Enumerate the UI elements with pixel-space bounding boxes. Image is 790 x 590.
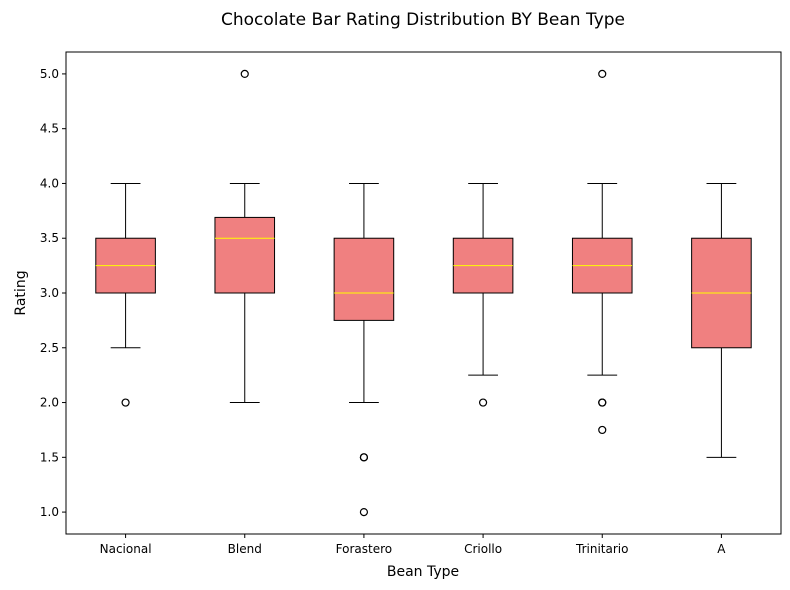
y-tick-label: 1.0 xyxy=(40,505,59,519)
box-group xyxy=(691,182,752,458)
y-tick-label: 1.5 xyxy=(40,450,59,464)
outlier-point xyxy=(478,398,488,407)
y-tick-label: 5.0 xyxy=(40,67,59,81)
box-group xyxy=(452,182,514,407)
y-tick-label: 4.5 xyxy=(40,122,59,136)
y-tick-label: 4.0 xyxy=(40,176,59,190)
x-tick-label: Criollo xyxy=(464,542,502,556)
outlier-point xyxy=(121,398,130,407)
y-tick-label: 2.5 xyxy=(40,341,59,355)
x-tick-label: Forastero xyxy=(336,542,392,556)
box-group xyxy=(571,69,633,435)
y-tick-label: 2.0 xyxy=(40,396,59,410)
x-tick-label: A xyxy=(717,542,726,556)
chart-title: Chocolate Bar Rating Distribution BY Bea… xyxy=(221,10,625,30)
y-tick-label: 3.0 xyxy=(40,286,59,300)
plot-frame xyxy=(65,51,782,535)
box-group xyxy=(95,182,156,407)
x-tick-label: Nacional xyxy=(100,542,152,556)
y-axis-title: Rating xyxy=(13,270,29,315)
x-axis: Nacional Blend Forastero Criollo Trinitario A xyxy=(100,534,726,556)
outlier-point xyxy=(598,69,607,79)
outlier-point xyxy=(240,69,249,79)
x-tick-label: Blend xyxy=(228,542,262,556)
plot-area xyxy=(95,69,752,517)
outlier-point xyxy=(598,398,607,407)
outlier-point xyxy=(359,453,369,462)
y-axis: 1.0 1.5 2.0 2.5 3.0 3.5 4.0 4.5 5.0 xyxy=(40,67,66,519)
x-tick-label: Trinitario xyxy=(575,542,628,556)
box xyxy=(214,216,276,294)
outlier-point xyxy=(598,425,607,435)
box-group xyxy=(333,182,395,517)
outlier-point xyxy=(359,507,369,517)
x-axis-title: Bean Type xyxy=(387,564,459,580)
box xyxy=(333,237,395,321)
box-group xyxy=(214,69,276,404)
y-tick-label: 3.5 xyxy=(40,231,59,245)
